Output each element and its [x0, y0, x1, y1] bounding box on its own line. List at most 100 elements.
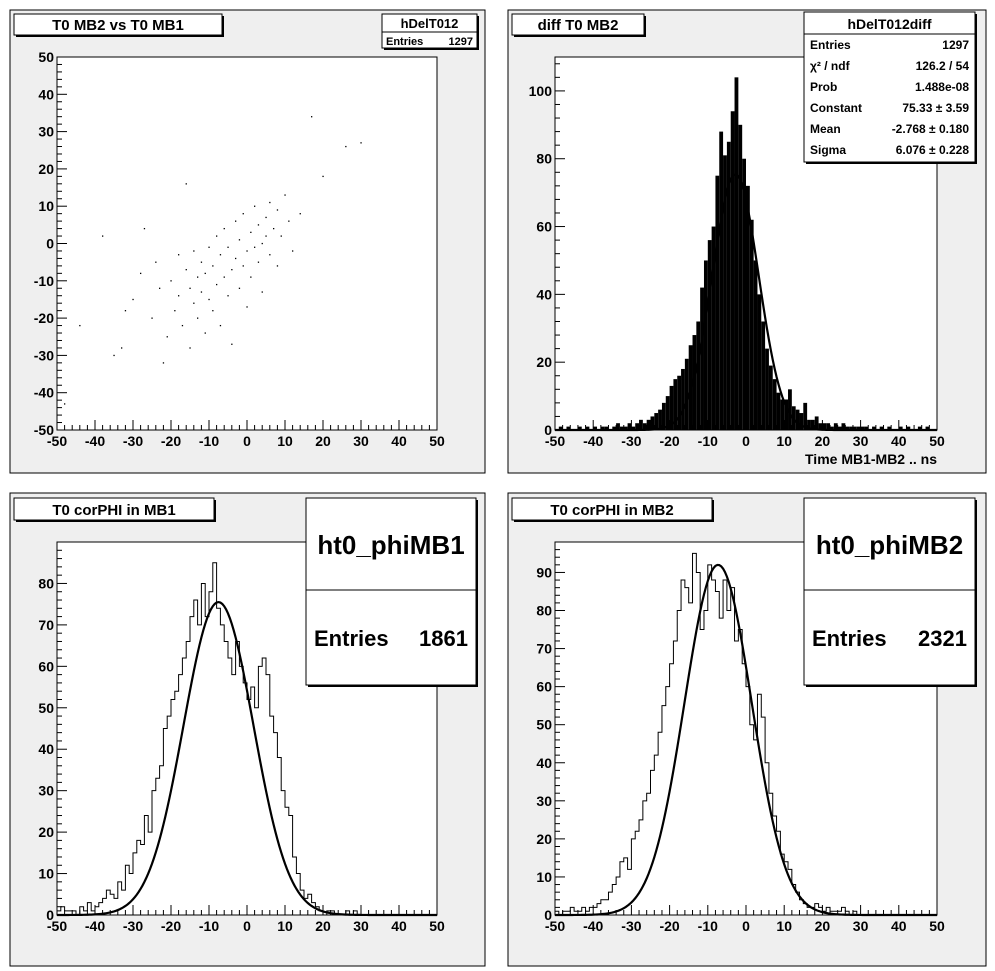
scatter-point [257, 261, 260, 263]
histogram-bar [753, 260, 758, 430]
y-tick-label: 30 [38, 783, 54, 799]
x-tick-label: 10 [776, 433, 792, 449]
histogram-bar [780, 399, 785, 430]
scatter-point [143, 227, 146, 230]
scatter-point [208, 298, 210, 301]
scatter-point [246, 250, 248, 252]
x-tick-label: 50 [929, 918, 945, 934]
scatter-point [204, 332, 206, 334]
y-tick-label: 60 [536, 219, 552, 235]
scatter-point [162, 362, 165, 364]
scatter-point [223, 227, 225, 230]
scatter-point [185, 269, 187, 271]
histogram-bar [593, 426, 598, 430]
histogram-bar [627, 423, 632, 430]
scatter-point [219, 324, 222, 327]
scatter-point [227, 295, 229, 297]
chart-title: diff T0 MB2 [538, 17, 619, 34]
scatter-point [113, 354, 115, 357]
y-tick-label: 40 [536, 286, 552, 302]
scatter-point [178, 254, 180, 256]
scatter-point [299, 213, 301, 215]
scatter-point [197, 276, 199, 278]
x-tick-label: -10 [698, 918, 718, 934]
y-tick-label: 30 [536, 793, 552, 809]
scatter-point [151, 317, 153, 319]
histogram-bar [814, 416, 819, 430]
stats-row-value: 1297 [449, 36, 473, 48]
histogram-bar [807, 419, 811, 430]
x-tick-label: -30 [621, 433, 641, 449]
y-tick-label: 10 [38, 198, 54, 214]
x-tick-label: 10 [277, 918, 293, 934]
histogram-bar [776, 392, 781, 430]
histogram-bar [642, 423, 647, 430]
x-tick-label: -20 [161, 918, 181, 934]
x-tick-label: 0 [243, 433, 251, 449]
histogram-bar [650, 416, 655, 430]
y-tick-label: 100 [529, 83, 553, 99]
x-tick-label: 50 [429, 918, 445, 934]
histogram-bar [665, 396, 670, 430]
histogram-bar [833, 423, 838, 430]
scatter-point [311, 116, 313, 118]
scatter-point [269, 201, 271, 204]
histogram-bar [669, 385, 674, 430]
scatter-point [322, 175, 324, 178]
histogram-outline [554, 552, 937, 916]
x-tick-label: 0 [742, 918, 750, 934]
chart-panel-1: -50 -40 -30 -20 -10 0 10 20 30 40 50 50 40 30 20 10 0 -10… [9, 9, 486, 474]
stats-box [305, 497, 477, 686]
histogram-bar [677, 375, 682, 430]
histogram-bar [673, 379, 678, 430]
histogram-bar [654, 413, 659, 430]
scatter-point [189, 287, 191, 289]
chart-title: T0 corPHI in MB2 [550, 502, 673, 519]
scatter-point [250, 276, 252, 278]
histogram-bar [577, 426, 582, 430]
scatter-point [276, 209, 279, 211]
scatter-point [219, 254, 222, 256]
scatter-point [235, 257, 237, 260]
chart-title: T0 MB2 vs T0 MB1 [52, 17, 184, 34]
y-tick-label: 90 [536, 564, 552, 580]
histogram-bar [818, 423, 823, 430]
y-tick-label: 40 [38, 86, 54, 102]
scatter-point [280, 235, 282, 237]
scatter-point [200, 261, 203, 263]
x-tick-label: -20 [659, 918, 679, 934]
scatter-point [189, 347, 191, 349]
histogram-bar [803, 402, 808, 430]
x-tick-label: -40 [85, 433, 105, 449]
scatter-point [200, 291, 203, 293]
histogram-bar [661, 402, 666, 430]
y-tick-label: 0 [46, 907, 54, 923]
x-tick-label: -10 [698, 433, 718, 449]
histogram-bar [558, 426, 563, 430]
y-tick-label: 80 [38, 575, 54, 591]
histogram-bar [585, 426, 590, 430]
histogram-bar [715, 175, 720, 430]
x-tick-label: 40 [891, 918, 907, 934]
y-tick-label: 20 [38, 824, 54, 840]
title-box [511, 13, 645, 36]
scatter-point [212, 265, 214, 267]
scatter-point [265, 235, 267, 237]
x-tick-label: 30 [853, 433, 869, 449]
histogram-bar [822, 423, 827, 430]
x-tick-label: -20 [161, 433, 181, 449]
x-tick-label: -30 [123, 918, 143, 934]
x-tick-label: -30 [123, 433, 143, 449]
y-tick-label: 20 [536, 354, 552, 370]
y-tick-label: -20 [34, 310, 54, 326]
y-tick-label: 50 [536, 717, 552, 733]
stats-name: ht0_phiMB1 [317, 530, 464, 560]
x-tick-label: 30 [353, 918, 369, 934]
y-tick-label: 30 [38, 124, 54, 140]
stats-row-label: Entries [314, 626, 389, 651]
scatter-point [250, 231, 252, 234]
histogram-bar [738, 124, 743, 431]
scatter-point [64, 403, 66, 405]
stats-row-label: Prob [810, 80, 837, 94]
histogram-bar [841, 423, 846, 430]
